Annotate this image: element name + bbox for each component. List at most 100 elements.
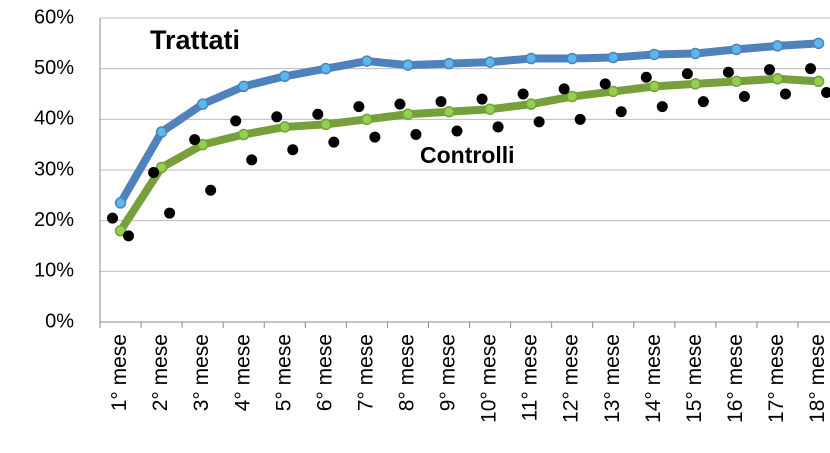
x-tick-label: 3° mese <box>190 334 213 411</box>
ci-dot <box>123 230 135 242</box>
annotation: Controlli <box>420 142 515 168</box>
ci-dot <box>533 116 545 128</box>
ci-dot <box>821 86 830 98</box>
y-tick-label: 0% <box>45 310 74 332</box>
x-tick-label: 7° mese <box>354 334 377 411</box>
x-tick-label: 1° mese <box>108 334 131 411</box>
marker <box>771 73 784 85</box>
ci-dot <box>205 184 217 196</box>
ci-dot <box>722 66 734 78</box>
ci-dot <box>189 134 201 146</box>
marker <box>812 75 825 88</box>
marker <box>237 128 250 141</box>
x-tick-label: 13° mese <box>601 334 624 423</box>
marker <box>812 37 825 50</box>
ci-dot <box>369 131 381 143</box>
marker <box>525 52 537 65</box>
marker <box>320 62 332 75</box>
ci-dot <box>517 88 529 100</box>
marker <box>525 98 537 110</box>
marker <box>689 47 702 60</box>
ci-dot <box>271 111 283 123</box>
ci-dot <box>574 113 586 125</box>
ci-dot <box>476 93 488 105</box>
ci-dot <box>656 101 668 113</box>
x-tick-label: 4° mese <box>231 334 254 411</box>
ci-dot <box>148 167 160 179</box>
ci-dot <box>615 106 627 118</box>
x-tick-label: 15° mese <box>683 334 706 423</box>
marker <box>114 225 127 237</box>
marker <box>237 80 250 93</box>
marker <box>402 59 414 71</box>
ci-dot <box>779 88 791 100</box>
marker <box>484 56 496 68</box>
marker <box>648 80 661 93</box>
x-tick-label: 17° mese <box>765 334 788 423</box>
marker <box>279 121 291 133</box>
x-tick-label: 2° mese <box>149 334 172 411</box>
marker <box>689 78 702 90</box>
marker <box>771 40 784 52</box>
marker <box>155 161 168 174</box>
marker <box>730 75 743 88</box>
ci-dot <box>246 154 258 166</box>
ci-dot <box>394 98 406 110</box>
marker <box>607 51 619 64</box>
marker <box>648 48 661 61</box>
ci-dot <box>328 136 340 148</box>
ci-dot <box>435 96 447 108</box>
ci-dot <box>738 91 750 103</box>
ci-dot <box>492 121 504 133</box>
ci-dot <box>763 64 775 76</box>
x-tick-label: 10° mese <box>478 334 501 423</box>
series-line <box>117 74 819 233</box>
marker <box>361 113 373 126</box>
y-tick-label: 30% <box>34 158 74 180</box>
marker <box>402 108 414 121</box>
marker <box>196 98 209 110</box>
x-tick-label: 9° mese <box>437 334 460 411</box>
y-tick-label: 40% <box>34 108 74 130</box>
ci-dot <box>164 207 176 219</box>
marker <box>484 103 496 115</box>
ci-dot <box>697 96 709 108</box>
x-tick-label: 5° mese <box>272 334 295 411</box>
marker <box>155 126 168 138</box>
x-tick-label: 12° mese <box>560 334 583 423</box>
ci-dot <box>287 144 299 156</box>
ci-dot <box>558 83 570 95</box>
x-tick-label: 8° mese <box>395 334 418 411</box>
marker <box>566 90 578 103</box>
marker <box>443 105 455 118</box>
x-tick-label: 11° mese <box>519 334 542 421</box>
x-tick-label: 18° mese <box>806 334 829 423</box>
annotation: Trattati <box>150 25 240 55</box>
x-tick-label: 6° mese <box>313 334 336 411</box>
ci-dot <box>451 125 463 137</box>
marker <box>443 57 455 70</box>
marker <box>279 70 291 83</box>
ci-dot <box>230 115 242 127</box>
marker <box>730 43 743 56</box>
ci-dot <box>681 68 693 80</box>
y-tick-label: 20% <box>34 209 74 231</box>
y-tick-label: 10% <box>34 260 74 282</box>
ci-dot <box>599 78 611 90</box>
marker <box>196 138 209 151</box>
ci-dot <box>805 63 817 75</box>
series-line <box>117 39 819 205</box>
x-tick-label: 14° mese <box>642 334 665 423</box>
ci-dot <box>640 71 652 83</box>
ci-dot <box>107 212 119 224</box>
y-tick-label: 50% <box>34 57 74 79</box>
ci-dot <box>353 101 365 113</box>
marker <box>361 55 373 67</box>
marker <box>320 118 332 131</box>
ci-dot <box>410 129 422 141</box>
marker <box>114 197 127 209</box>
ci-dot <box>312 108 324 120</box>
marker <box>566 52 578 65</box>
x-tick-label: 16° mese <box>724 334 747 423</box>
